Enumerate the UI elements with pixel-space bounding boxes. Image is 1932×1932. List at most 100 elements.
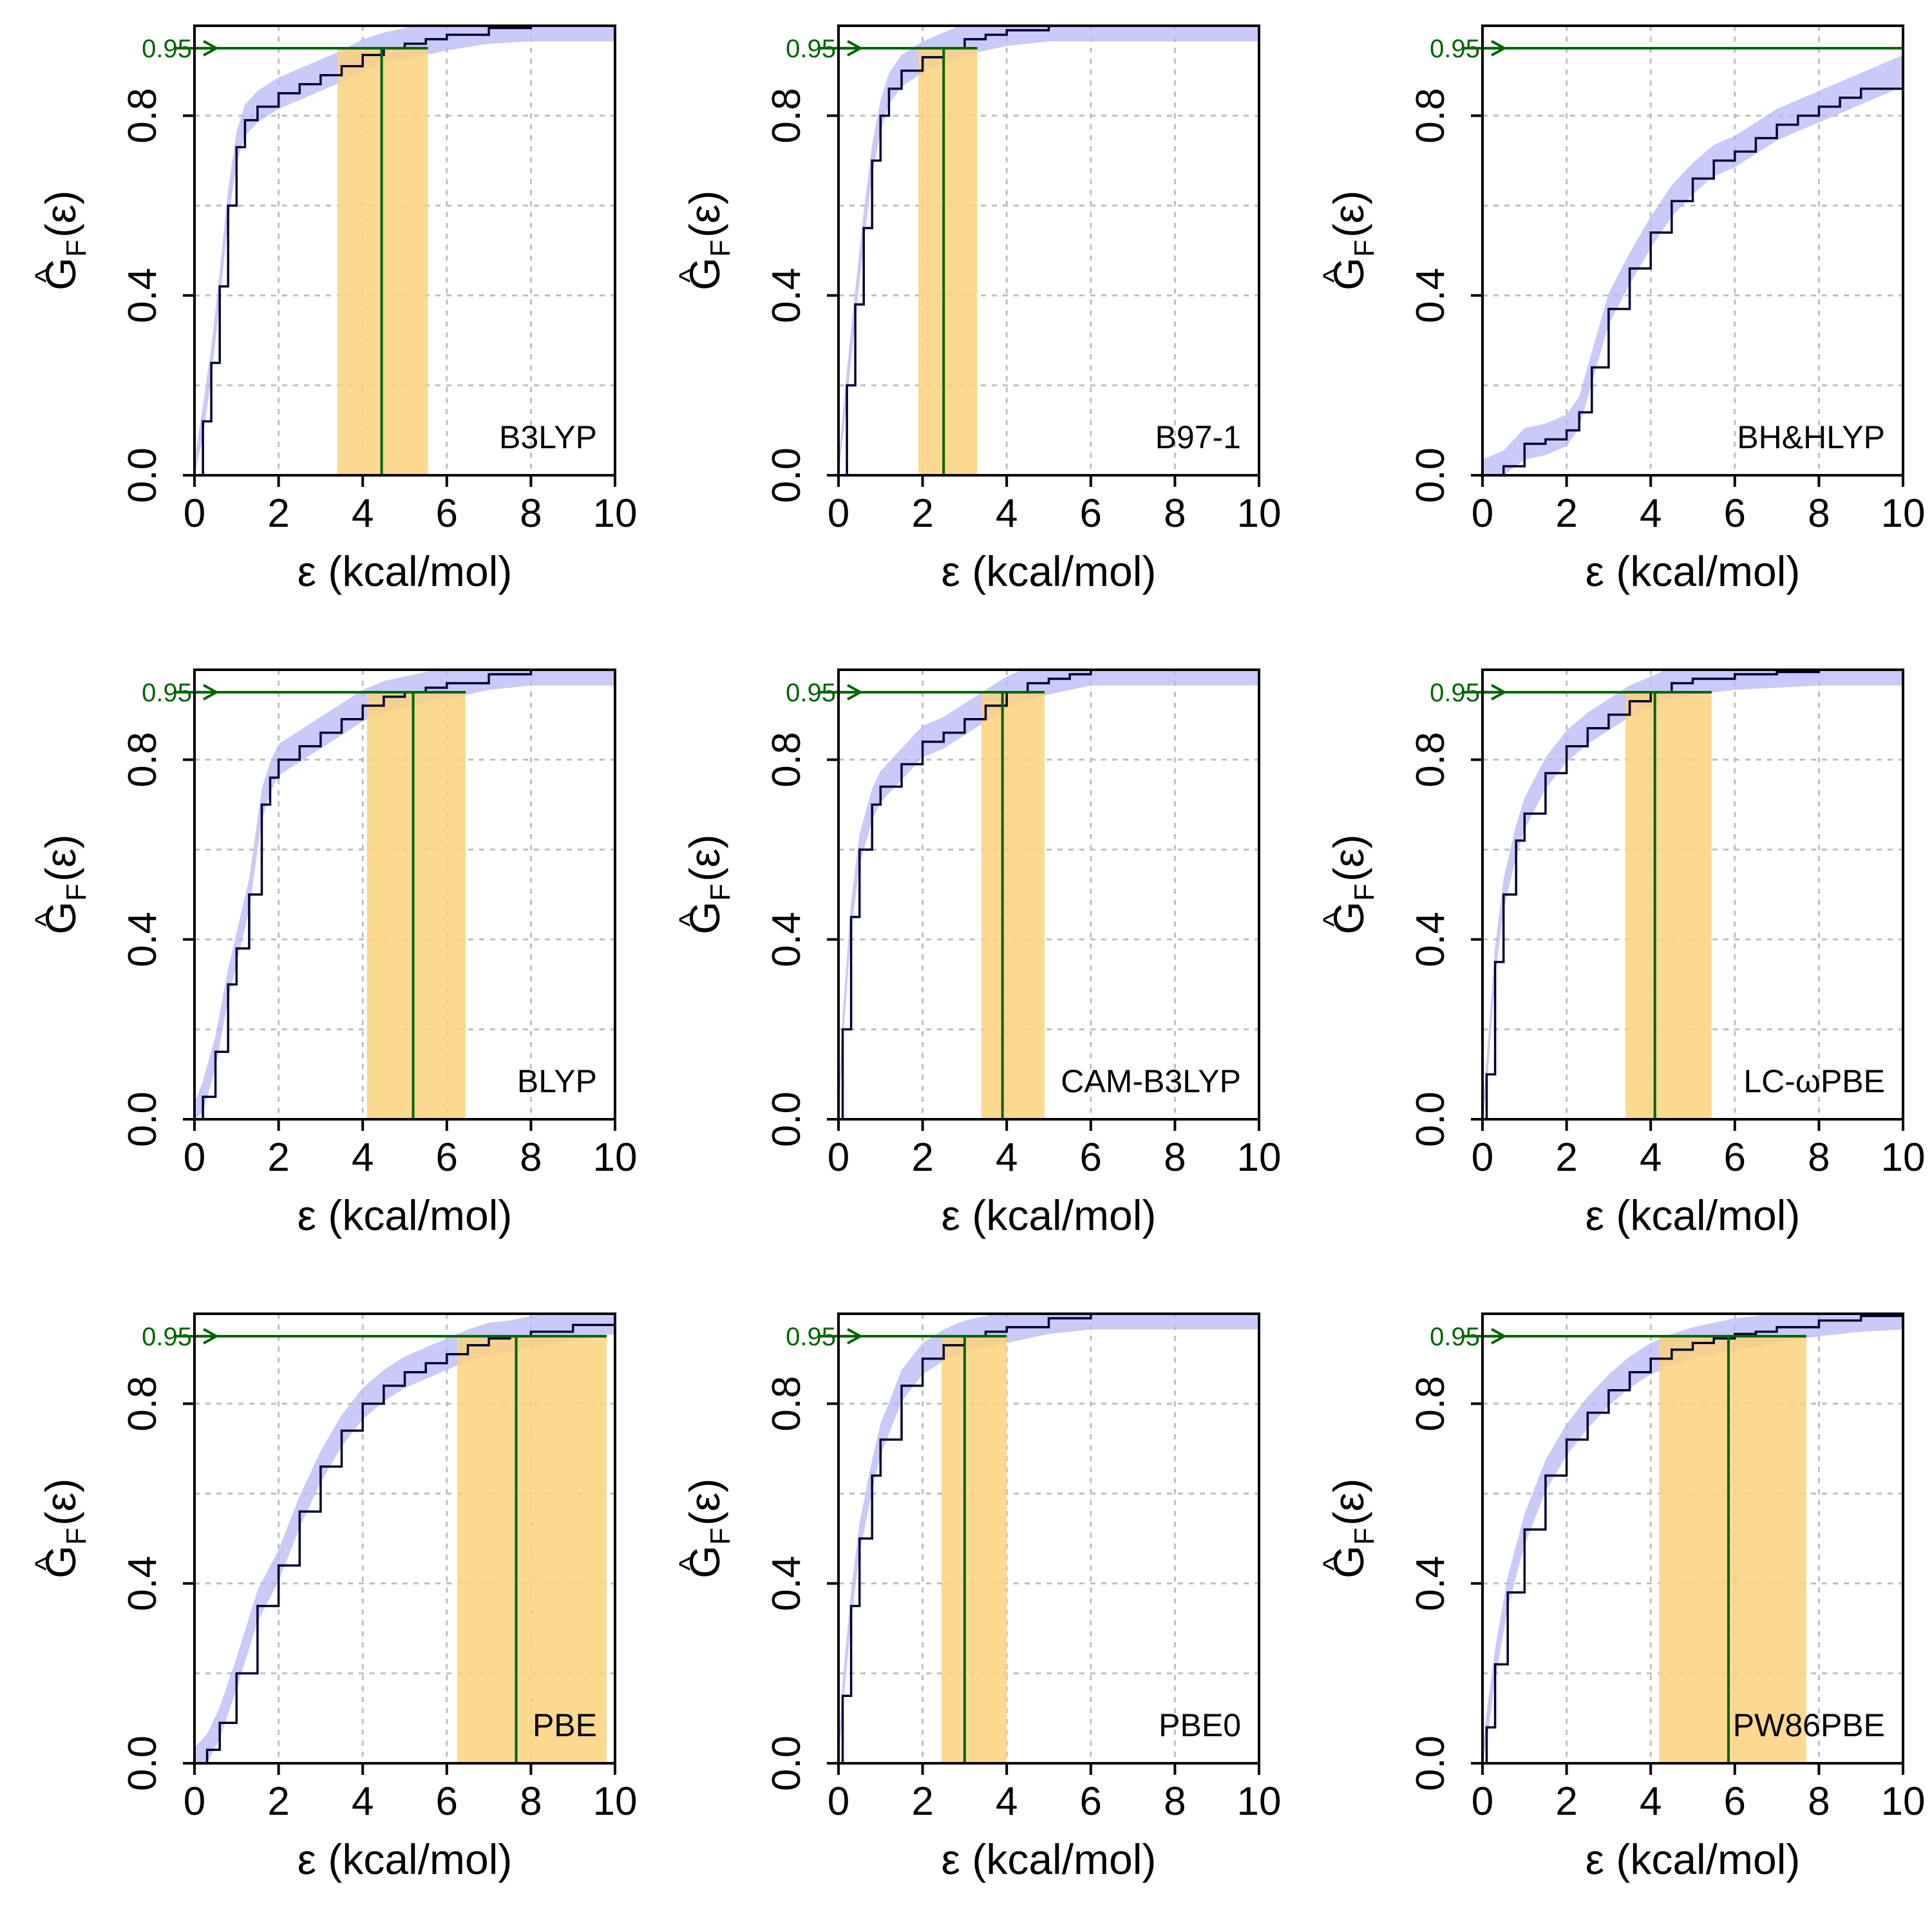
ecdf-curve [1482, 670, 1903, 1119]
x-tick-label: 8 [1808, 1135, 1830, 1180]
x-tick-label: 6 [1080, 1135, 1102, 1180]
y-axis-label-hat: ^ [1317, 269, 1350, 283]
threshold-arrow-head [203, 1328, 220, 1345]
x-axis-label: ε (kcal/mol) [942, 547, 1157, 595]
panel-title: B97-1 [1155, 419, 1241, 455]
y-axis-label: G^ F (ε) [673, 191, 736, 290]
quantile-interval [1659, 1336, 1806, 1763]
y-axis-label: G^ F (ε) [29, 835, 92, 934]
y-axis-label-arg: (ε) [1325, 835, 1372, 882]
y-axis-label-sub: F [1349, 240, 1380, 257]
y-axis-label-sub: F [61, 240, 92, 257]
y-axis-label-sub: F [705, 240, 736, 257]
x-tick-label: 0 [828, 491, 849, 536]
confidence-band [838, 1314, 1259, 1763]
y-tick-label: 0.0 [1408, 1736, 1453, 1791]
panel-title: B3LYP [499, 419, 597, 455]
y-tick-label: 0.0 [764, 1092, 809, 1147]
confidence-band [1482, 55, 1903, 475]
panel-b97-1: 0.95 0 2 4 6 8 10 ε (kcal/mol) 0.0 0.4 0.8 G^ F (ε) B9… [673, 24, 1282, 595]
x-tick-label: 10 [1237, 1779, 1282, 1824]
panel-title: LC-ωPBE [1743, 1063, 1885, 1099]
y-tick-label: 0.0 [764, 1736, 809, 1791]
x-tick-label: 10 [1881, 1135, 1926, 1180]
threshold-label: 0.95 [142, 35, 192, 63]
quantile-interval [918, 48, 978, 475]
x-tick-label: 0 [184, 1135, 205, 1180]
threshold-label: 0.95 [786, 35, 836, 63]
x-tick-label: 4 [996, 1779, 1018, 1824]
panel-title: PBE [533, 1707, 597, 1743]
ecdf-curve [194, 26, 615, 475]
x-axis-label: ε (kcal/mol) [942, 1835, 1157, 1883]
y-axis-label-sub: F [1349, 1528, 1380, 1545]
x-tick-label: 10 [593, 1135, 638, 1180]
y-tick-label: 0.0 [120, 1092, 165, 1147]
x-tick-label: 8 [1164, 491, 1186, 536]
x-tick-label: 2 [267, 1779, 289, 1824]
x-tick-label: 10 [1237, 491, 1282, 536]
x-tick-label: 4 [352, 491, 374, 536]
x-tick-label: 6 [436, 1135, 458, 1180]
x-tick-label: 4 [1640, 1779, 1662, 1824]
panel-title: BLYP [517, 1063, 597, 1099]
y-axis-label-hat: ^ [29, 269, 62, 283]
y-tick-label: 0.0 [120, 1736, 165, 1791]
x-tick-label: 4 [352, 1779, 374, 1824]
y-axis-label-main: G [1325, 1546, 1372, 1578]
y-tick-label: 0.4 [120, 1556, 165, 1611]
panel-lc-pbe: 0.95 0 2 4 6 8 10 ε (kcal/mol) 0.0 0.4 0.8 G^ F (ε) LC… [1317, 668, 1926, 1239]
y-tick-label: 0.0 [1408, 448, 1453, 503]
y-axis-label-sub: F [61, 884, 92, 901]
y-axis-label-hat: ^ [673, 269, 706, 283]
threshold-arrow-head [847, 40, 864, 57]
y-axis-label-arg: (ε) [37, 1479, 84, 1526]
threshold-label: 0.95 [1430, 679, 1480, 707]
y-tick-label: 0.8 [1408, 732, 1453, 787]
threshold-arrow-head [847, 1328, 864, 1345]
threshold-arrow-head [1491, 1328, 1508, 1345]
x-tick-label: 0 [1472, 491, 1493, 536]
x-tick-label: 8 [1808, 1779, 1830, 1824]
panel-pbe: 0.95 0 2 4 6 8 10 ε (kcal/mol) 0.0 0.4 0.8 G^ F (ε) PB… [29, 1312, 637, 1883]
plot-frame [837, 668, 1260, 1121]
y-tick-label: 0.4 [1408, 1556, 1453, 1611]
plot-area [194, 1314, 615, 1763]
x-tick-label: 2 [267, 491, 289, 536]
x-axis-label: ε (kcal/mol) [942, 1191, 1157, 1239]
x-tick-label: 4 [996, 1135, 1018, 1180]
ecdf-curve [1482, 70, 1903, 475]
y-axis-label-main: G [1325, 258, 1372, 290]
ecdf-curve [838, 670, 1259, 1119]
panel-title: BH&HLYP [1737, 419, 1885, 455]
x-tick-label: 0 [1472, 1135, 1493, 1180]
plot-frame [837, 24, 1260, 477]
y-tick-label: 0.4 [120, 268, 165, 323]
ecdf-curve [838, 26, 1259, 475]
x-axis-label: ε (kcal/mol) [1586, 1191, 1801, 1239]
y-axis-label-main: G [37, 1546, 84, 1578]
y-axis-label-sub: F [61, 1528, 92, 1545]
threshold-label: 0.95 [786, 679, 836, 707]
threshold-label: 0.95 [1430, 35, 1480, 63]
ecdf-curve [194, 670, 615, 1119]
y-axis-label-arg: (ε) [681, 1479, 728, 1526]
plot-area [1482, 670, 1903, 1119]
quantile-interval [941, 1336, 1007, 1763]
y-axis-label-arg: (ε) [1325, 1479, 1372, 1526]
confidence-band [838, 670, 1259, 1119]
quantile-interval [1625, 692, 1712, 1119]
y-axis-label-hat: ^ [1317, 913, 1350, 927]
x-tick-label: 4 [1640, 491, 1662, 536]
x-tick-label: 0 [184, 1779, 205, 1824]
x-axis-label: ε (kcal/mol) [298, 547, 513, 595]
y-axis-label: G^ F (ε) [29, 1479, 92, 1578]
y-axis-label-arg: (ε) [37, 835, 84, 882]
plot-frame [193, 24, 616, 477]
x-tick-label: 0 [184, 491, 205, 536]
y-tick-label: 0.8 [764, 1376, 809, 1431]
x-tick-label: 8 [520, 1135, 542, 1180]
threshold-arrow-head [203, 684, 220, 701]
panel-cam-b3lyp: 0.95 0 2 4 6 8 10 ε (kcal/mol) 0.0 0.4 0.8 G^ F (ε) CA… [673, 668, 1281, 1239]
x-tick-label: 6 [1724, 1779, 1746, 1824]
